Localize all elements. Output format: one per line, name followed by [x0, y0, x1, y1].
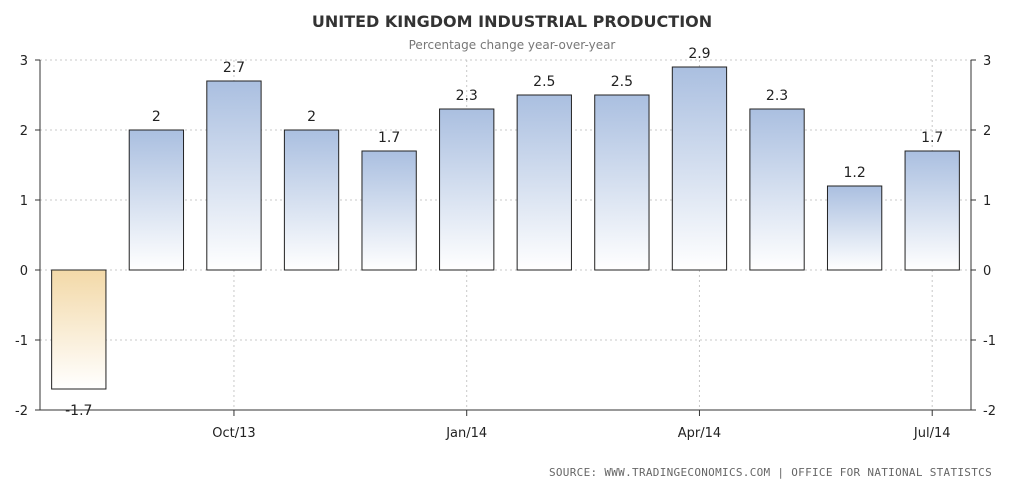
- y-tick-label-left: 0: [20, 264, 28, 279]
- y-tick-label-left: 3: [20, 54, 28, 69]
- data-label: 2.5: [533, 74, 555, 90]
- y-tick-label-left: 2: [20, 124, 28, 139]
- bar: [904, 150, 960, 271]
- x-tick-label: Jan/14: [445, 426, 487, 441]
- y-tick-label-left: 1: [20, 194, 28, 209]
- bar: [749, 108, 805, 271]
- data-label: -1.7: [65, 403, 92, 419]
- chart-source: SOURCE: WWW.TRADINGECONOMICS.COM | OFFIC…: [548, 466, 992, 479]
- x-tick-label: Apr/14: [678, 426, 721, 441]
- data-label: 2.9: [688, 46, 710, 62]
- y-tick-label-right: -2: [983, 404, 996, 419]
- bar: [206, 80, 262, 271]
- data-label: 1.7: [921, 130, 943, 146]
- x-tick-label: Jul/14: [913, 426, 951, 441]
- y-tick-label-left: -2: [15, 404, 28, 419]
- chart-title: UNITED KINGDOM INDUSTRIAL PRODUCTION: [311, 12, 713, 31]
- bar: [671, 66, 728, 271]
- bar: [516, 94, 572, 271]
- data-label: 1.2: [843, 165, 865, 181]
- bar: [439, 108, 495, 271]
- data-label: 2: [307, 109, 316, 125]
- bar: [594, 94, 650, 271]
- bar: [128, 129, 185, 271]
- data-label: 1.7: [378, 130, 400, 146]
- y-tick-label-left: -1: [15, 334, 28, 349]
- y-tick-label-right: 3: [983, 54, 991, 69]
- data-label: 2.3: [766, 88, 788, 104]
- data-label: 2.7: [223, 60, 245, 76]
- data-label: 2.3: [456, 88, 478, 104]
- bar: [51, 269, 107, 390]
- bar: [826, 185, 883, 271]
- bar: [283, 129, 340, 271]
- x-tick-label: Oct/13: [212, 426, 255, 441]
- data-label: 2.5: [611, 74, 633, 90]
- bar: [361, 150, 417, 271]
- y-tick-label-right: 1: [983, 194, 991, 209]
- y-tick-label-right: -1: [983, 334, 996, 349]
- data-label: 2: [152, 109, 161, 125]
- chart-subtitle: Percentage change year-over-year: [408, 38, 616, 52]
- y-tick-label-right: 0: [983, 264, 991, 279]
- y-tick-label-right: 2: [983, 124, 991, 139]
